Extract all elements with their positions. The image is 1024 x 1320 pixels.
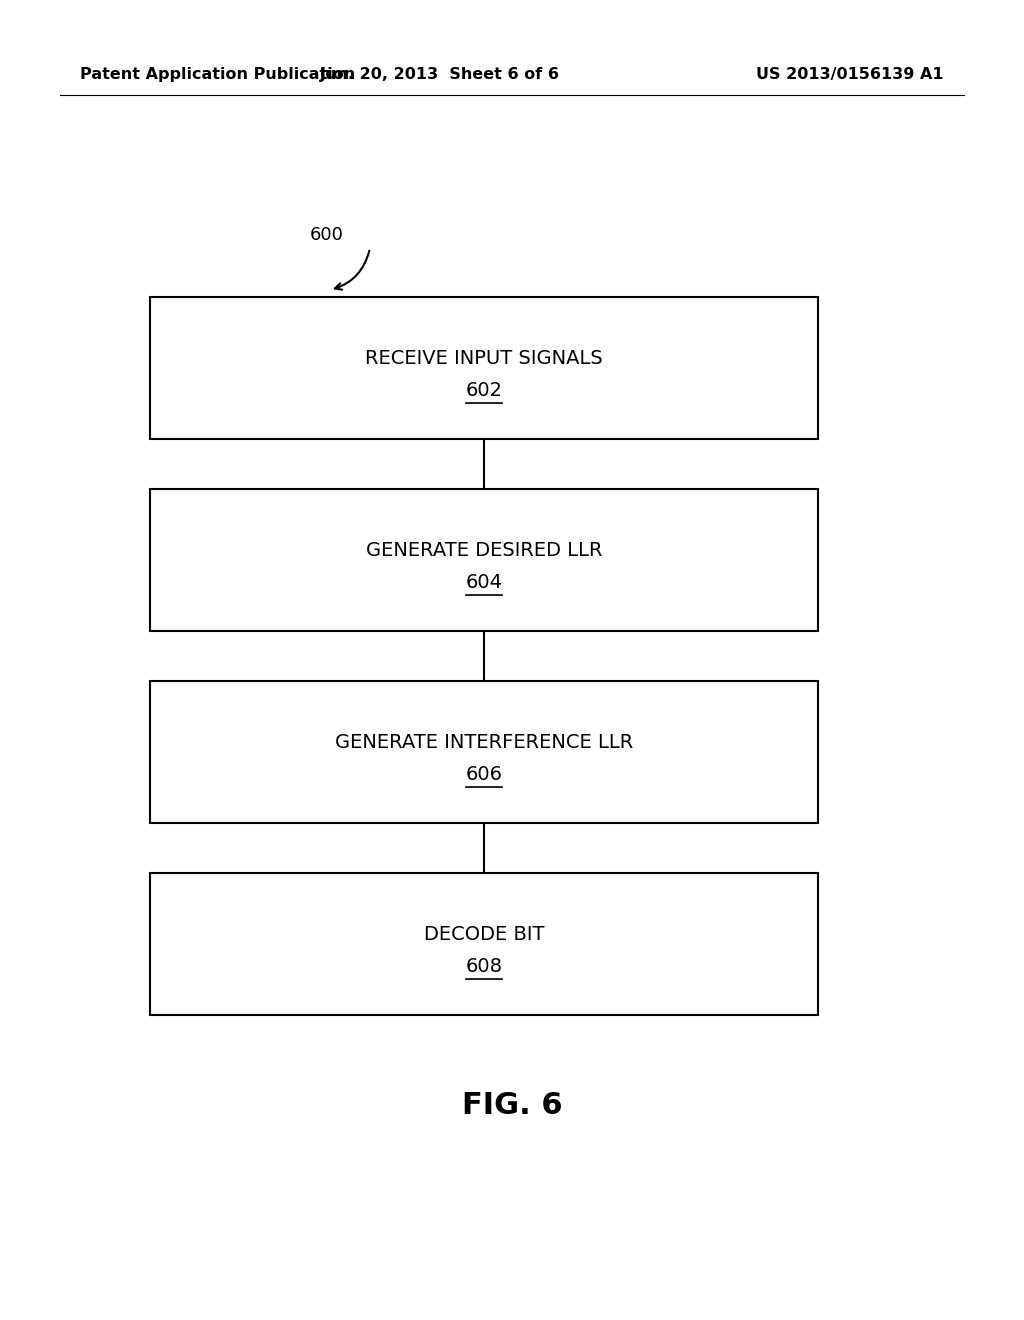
Text: FIG. 6: FIG. 6 — [462, 1090, 562, 1119]
Text: DECODE BIT: DECODE BIT — [424, 924, 544, 944]
Text: Jun. 20, 2013  Sheet 6 of 6: Jun. 20, 2013 Sheet 6 of 6 — [321, 67, 560, 82]
Bar — [150, 681, 818, 822]
FancyArrowPatch shape — [335, 251, 370, 289]
Text: 606: 606 — [466, 764, 503, 784]
Text: US 2013/0156139 A1: US 2013/0156139 A1 — [757, 67, 944, 82]
Bar — [150, 488, 818, 631]
Text: RECEIVE INPUT SIGNALS: RECEIVE INPUT SIGNALS — [366, 348, 603, 367]
Text: GENERATE DESIRED LLR: GENERATE DESIRED LLR — [366, 540, 602, 560]
Text: 608: 608 — [466, 957, 503, 975]
Text: 604: 604 — [466, 573, 503, 591]
Bar — [150, 297, 818, 440]
Text: 602: 602 — [466, 380, 503, 400]
Text: GENERATE INTERFERENCE LLR: GENERATE INTERFERENCE LLR — [335, 733, 633, 751]
Text: Patent Application Publication: Patent Application Publication — [80, 67, 355, 82]
Bar — [150, 873, 818, 1015]
Text: 600: 600 — [310, 226, 344, 244]
